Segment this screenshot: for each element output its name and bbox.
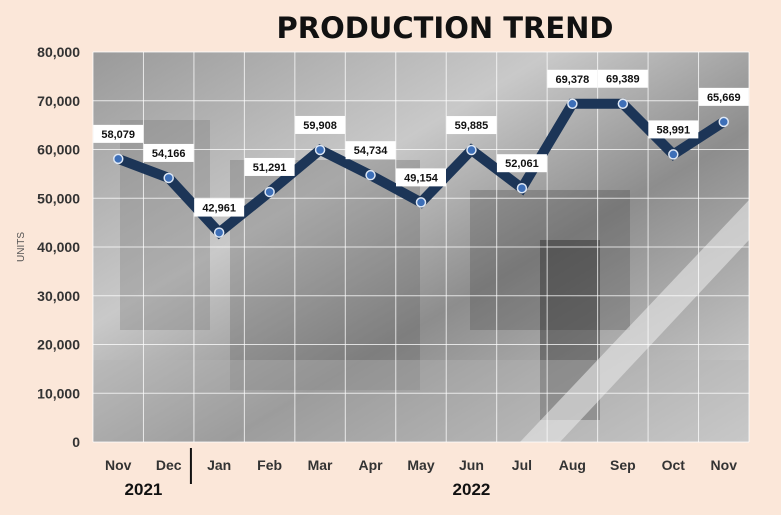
data-label-box <box>244 157 295 176</box>
data-label: 52,061 <box>505 158 539 170</box>
y-tick-label: 70,000 <box>37 93 80 109</box>
data-point <box>516 182 528 194</box>
data-label-box <box>698 87 749 106</box>
data-label: 69,378 <box>556 74 590 86</box>
y-tick-label: 30,000 <box>37 288 80 304</box>
data-label-box <box>547 69 598 88</box>
data-label: 42,961 <box>202 203 236 215</box>
data-label-box <box>597 69 648 88</box>
data-label-box <box>194 198 245 217</box>
y-axis-ticks: 0 10,000 20,000 30,000 40,000 50,000 60,000 70,… <box>37 44 80 450</box>
data-point <box>163 172 174 184</box>
y-tick-label: 10,000 <box>37 385 80 401</box>
x-tick-label: Sep <box>610 457 636 473</box>
data-label: 54,166 <box>152 148 186 160</box>
year-labels: 2021 2022 <box>125 448 491 499</box>
x-tick-label: Oct <box>662 457 686 473</box>
y-tick-label: 60,000 <box>37 142 80 158</box>
data-label-box <box>93 124 144 143</box>
year-group-label: 2021 <box>125 480 163 499</box>
x-tick-label: Apr <box>358 457 383 473</box>
x-tick-label: May <box>407 457 434 473</box>
data-label: 69,389 <box>606 74 640 86</box>
data-label: 54,734 <box>354 145 389 157</box>
data-point <box>112 153 124 165</box>
x-tick-label: Jan <box>207 457 231 473</box>
data-point <box>718 116 730 128</box>
x-tick-label: Nov <box>711 457 738 473</box>
data-label: 51,291 <box>253 162 287 174</box>
data-point <box>264 186 275 198</box>
y-tick-label: 50,000 <box>37 190 80 206</box>
data-label-box <box>345 141 396 160</box>
x-tick-label: Aug <box>559 457 586 473</box>
data-labels: 58,079 54,166 42,961 51,291 59,908 54,734 49,1… <box>93 69 749 217</box>
data-point <box>365 169 376 181</box>
data-point <box>567 98 578 110</box>
data-label-box <box>396 168 446 187</box>
data-point <box>415 197 427 208</box>
x-tick-label: Jun <box>459 457 484 473</box>
data-point <box>617 98 629 109</box>
chart-title: PRODUCTION TREND <box>277 11 614 45</box>
background-shape <box>93 360 749 442</box>
data-point <box>314 144 326 156</box>
y-tick-label: 80,000 <box>37 44 80 60</box>
y-tick-label: 20,000 <box>37 337 80 353</box>
data-label: 49,154 <box>404 172 439 184</box>
data-label-box <box>446 116 497 135</box>
x-tick-label: Jul <box>512 457 532 473</box>
background-shape <box>520 200 749 442</box>
x-tick-label: Nov <box>105 457 132 473</box>
series-production <box>112 98 730 240</box>
x-tick-label: Feb <box>257 457 282 473</box>
data-label: 58,991 <box>656 124 690 136</box>
x-axis-ticks: Nov Dec Jan Feb Mar Apr May Jun Jul Aug Sep Oct Nov <box>105 457 737 473</box>
data-point <box>466 144 477 156</box>
y-tick-label: 0 <box>72 434 80 450</box>
data-label-box <box>496 154 547 173</box>
year-group-label: 2022 <box>453 480 491 499</box>
data-point <box>213 227 225 238</box>
data-label: 59,885 <box>455 120 489 132</box>
data-label-box <box>143 143 194 162</box>
y-axis-label: UNITS <box>16 232 27 262</box>
data-label: 59,908 <box>303 120 337 132</box>
data-label-box <box>295 115 346 134</box>
data-label-box <box>648 120 699 139</box>
y-tick-label: 40,000 <box>37 239 80 255</box>
data-label: 58,079 <box>101 129 135 141</box>
x-tick-label: Mar <box>308 457 333 473</box>
data-point <box>668 149 679 160</box>
data-label: 65,669 <box>707 92 741 104</box>
x-tick-label: Dec <box>156 457 182 473</box>
